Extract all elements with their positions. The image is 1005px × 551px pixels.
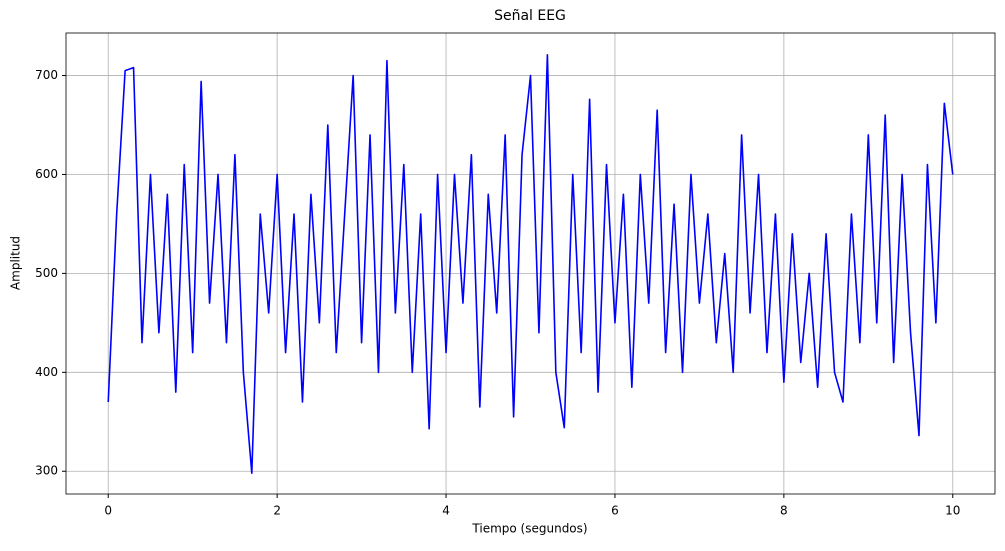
x-tick-label: 4 xyxy=(442,504,450,518)
y-tick-label: 400 xyxy=(35,365,58,379)
chart-title: Señal EEG xyxy=(494,8,566,24)
y-tick-label: 500 xyxy=(35,266,58,280)
x-tick-label: 6 xyxy=(611,504,619,518)
y-tick-label: 300 xyxy=(35,464,58,478)
y-axis-label: Amplitud xyxy=(9,236,23,290)
x-axis-label: Tiempo (segundos) xyxy=(471,522,587,536)
x-tick-label: 2 xyxy=(273,504,281,518)
y-tick-label: 600 xyxy=(35,167,58,181)
x-tick-label: 0 xyxy=(104,504,112,518)
plot-frame xyxy=(65,32,996,495)
x-tick-label: 10 xyxy=(945,504,960,518)
x-tick-label: 8 xyxy=(780,504,788,518)
y-tick-label: 700 xyxy=(35,68,58,82)
signal-line xyxy=(107,53,954,475)
